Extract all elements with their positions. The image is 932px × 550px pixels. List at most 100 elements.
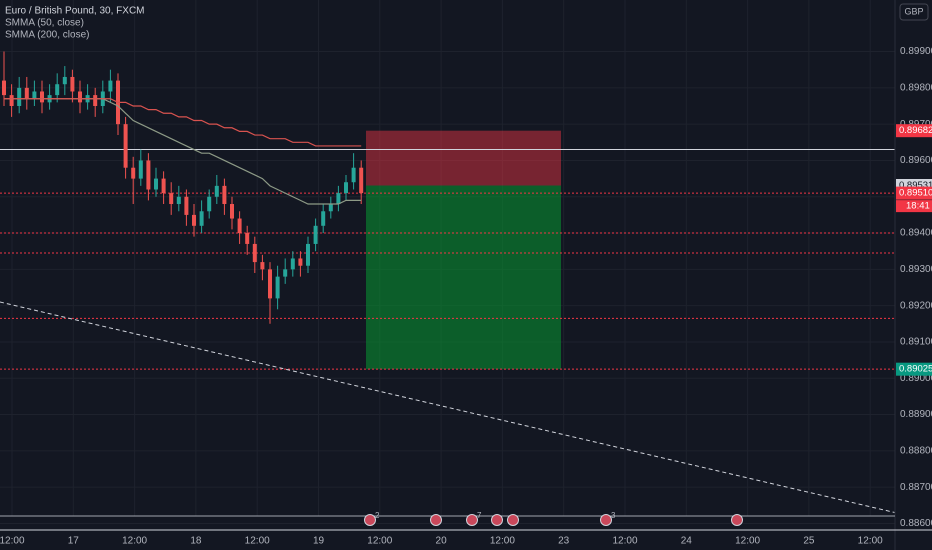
legend-entry: SMMA (50, close) (5, 18, 84, 29)
x-tick-label: 18 (190, 536, 202, 547)
event-icon (600, 514, 612, 526)
candle-body (306, 243, 310, 266)
candle-body (138, 160, 143, 179)
candle-body (40, 91, 44, 103)
stop-zone (366, 130, 561, 186)
candle-body (78, 91, 82, 103)
event-count: 3 (611, 511, 616, 520)
candle-body (283, 269, 288, 277)
event-icon (466, 514, 478, 526)
candle-body (245, 233, 250, 244)
x-tick-label: 12:00 (245, 536, 270, 547)
price-label: 0.89510 (899, 188, 932, 199)
x-tick-label: 12:00 (612, 536, 637, 547)
event-icon (430, 514, 442, 526)
event-icon (731, 514, 743, 526)
x-tick-label: 17 (68, 536, 80, 547)
trendline (0, 301, 896, 514)
candle-body (169, 193, 174, 205)
candle-body (328, 204, 333, 212)
candle-body (17, 87, 22, 106)
x-tick-label: 23 (558, 536, 570, 547)
x-tick-label: 12:00 (490, 536, 515, 547)
candle-body (32, 91, 37, 99)
x-tick-label: 20 (436, 536, 448, 547)
candle-body (184, 196, 189, 215)
candle-body (252, 243, 257, 263)
x-tick-label: 19 (313, 536, 325, 547)
candle-body (336, 193, 341, 205)
candle-body (93, 95, 98, 106)
countdown: 18:41 (906, 201, 930, 212)
candle-body (237, 218, 242, 234)
price-label: 0.89025 (899, 364, 932, 375)
legend-entry: SMMA (200, close) (5, 30, 89, 41)
x-tick-label: 12:00 (735, 536, 760, 547)
currency[interactable]: GBP (904, 6, 923, 16)
event-count: 7 (477, 511, 482, 520)
price-label-bg (896, 186, 932, 200)
candle-body (9, 95, 14, 106)
x-tick-label: 25 (803, 536, 815, 547)
candle-body (230, 204, 234, 219)
candle-body (154, 178, 158, 190)
candle-body (176, 196, 181, 205)
x-tick-label: 12:00 (858, 536, 883, 547)
candle-body (24, 87, 29, 99)
candle-body (70, 76, 75, 92)
event-icon (507, 514, 519, 526)
candle-body (260, 262, 265, 270)
event-count: 2 (375, 511, 380, 520)
price-label: 0.89531 (899, 180, 932, 191)
y-tick-label: 0.88600 (900, 518, 932, 529)
candle-body (275, 276, 280, 299)
smma-line (4, 98, 362, 147)
candle-body (123, 124, 128, 168)
event-icon (491, 514, 503, 526)
candle-body (351, 167, 356, 183)
candle-body (268, 269, 272, 299)
price-label: 0.89682 (899, 125, 932, 136)
candle-body (313, 225, 318, 244)
candle-body (359, 167, 364, 194)
candle-body (290, 258, 295, 270)
x-tick-label: 12:00 (122, 536, 147, 547)
candle-body (146, 160, 151, 190)
event-icon (364, 514, 376, 526)
candle-body (2, 80, 6, 96)
countdown-bg (896, 200, 932, 213)
candle-body (207, 196, 212, 212)
symbol-title: Euro / British Pound, 30, FXCM (5, 6, 145, 17)
x-tick-label: 24 (681, 536, 693, 547)
x-tick-label: 12:00 (0, 536, 25, 547)
candle-body (192, 214, 196, 226)
candle-body (298, 258, 303, 266)
candle-body (199, 211, 204, 226)
x-tick-label: 12:00 (367, 536, 392, 547)
candle-body (131, 167, 136, 179)
candle-body (55, 84, 60, 96)
candle-body (62, 76, 67, 85)
candle-body (214, 185, 219, 197)
price-label-bg (896, 124, 932, 138)
currency-box[interactable] (899, 3, 929, 21)
candle-body (321, 211, 326, 226)
candle-body (222, 185, 227, 205)
candle-body (161, 178, 166, 194)
candle-body (108, 80, 113, 92)
price-label-bg (896, 362, 932, 376)
target-zone (366, 185, 561, 370)
candle-body (344, 182, 348, 194)
